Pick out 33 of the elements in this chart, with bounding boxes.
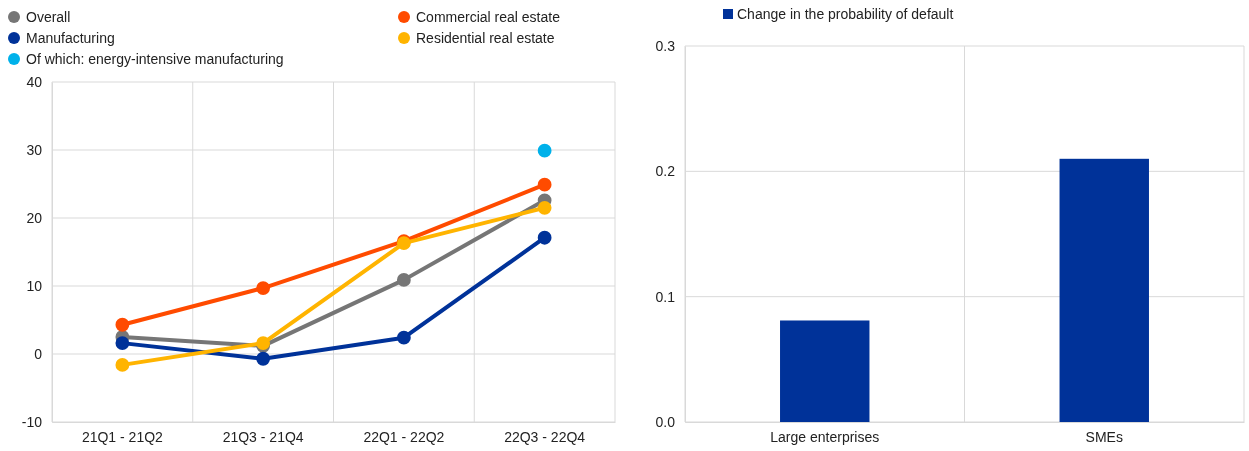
y-tick-label: 20 [26,209,43,226]
y-tick-label: 0.2 [655,163,676,180]
point [115,317,130,332]
point [537,143,552,158]
y-tick-label: 40 [26,73,43,90]
point [256,351,271,366]
legend-label: Manufacturing [26,30,115,46]
legend-label: Commercial real estate [416,9,561,25]
y-tick-label: 0 [34,345,43,362]
point [537,200,552,215]
y-tick-label: 0.0 [655,413,676,430]
y-tick-label: 0.3 [655,37,676,54]
y-tick-label: -10 [21,413,43,430]
x-tick-label: SMEs [1085,428,1123,445]
x-tick-label: 22Q1 - 22Q2 [363,428,445,445]
legend-label: Change in the probability of default [737,6,954,22]
point [396,330,411,345]
x-tick-label: Large enterprises [770,428,880,445]
x-tick-label: 21Q3 - 21Q4 [222,428,304,445]
point [256,281,271,295]
legend-label: Overall [26,9,71,25]
y-tick-label: 10 [26,277,43,294]
legend-label: Of which: energy-intensive manufacturing [26,51,284,67]
legend-label: Residential real estate [416,30,555,46]
point [115,336,130,351]
x-tick-label: 21Q1 - 21Q2 [81,428,164,445]
point [396,272,411,287]
x-tick-label: 22Q3 - 22Q4 [504,428,586,445]
point [537,177,552,192]
point [537,230,552,245]
point [115,357,130,372]
y-tick-label: 30 [26,141,43,158]
y-tick-label: 0.1 [655,288,676,305]
